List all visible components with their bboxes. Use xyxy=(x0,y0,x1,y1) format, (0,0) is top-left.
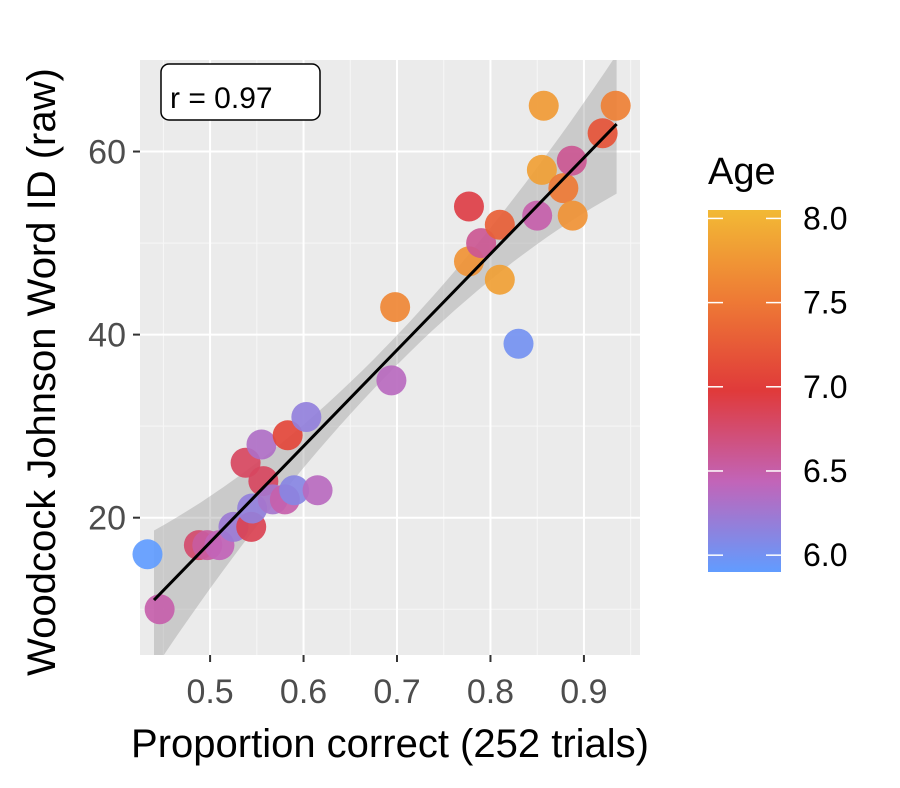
legend-title: Age xyxy=(708,151,776,193)
data-point xyxy=(600,90,631,121)
legend-colorbar xyxy=(708,210,781,572)
data-point xyxy=(132,539,163,570)
y-axis-ticks: 20 40 60 xyxy=(88,134,140,538)
minor-gridlines xyxy=(140,60,640,655)
x-tick-label: 0.7 xyxy=(373,673,420,711)
x-axis-ticks: 0.5 0.6 0.7 0.8 0.9 xyxy=(186,655,608,711)
data-point xyxy=(279,475,310,506)
x-tick-label: 0.5 xyxy=(186,673,233,711)
data-point xyxy=(503,328,534,359)
data-point xyxy=(246,429,277,460)
y-tick-label: 20 xyxy=(88,500,126,538)
data-point xyxy=(453,191,484,222)
legend-tick-label: 7.5 xyxy=(803,285,847,321)
data-point xyxy=(526,154,557,185)
legend-tick-label: 7.0 xyxy=(803,369,847,405)
regression-line xyxy=(152,123,618,602)
data-point xyxy=(376,365,407,396)
x-tick-label: 0.8 xyxy=(467,673,514,711)
data-point xyxy=(484,264,515,295)
regression-line-path xyxy=(152,123,618,602)
data-point xyxy=(528,90,559,121)
y-tick-label: 40 xyxy=(88,317,126,355)
x-tick-label: 0.9 xyxy=(560,673,607,711)
data-point xyxy=(484,209,515,240)
data-point xyxy=(557,200,588,231)
y-axis-title: Woodcock Johnson Word ID (raw) xyxy=(20,68,64,676)
correlation-annotation: r = 0.97 xyxy=(160,63,321,121)
data-point xyxy=(380,292,411,323)
legend-tick-label: 6.0 xyxy=(803,537,847,573)
annotation-box xyxy=(160,63,321,121)
data-point xyxy=(522,200,553,231)
y-tick-label: 60 xyxy=(88,134,126,172)
data-point xyxy=(144,594,175,625)
data-point xyxy=(587,118,618,149)
color-legend: Age 6.0 6.5 7.0 7.5 8.0 xyxy=(708,151,847,573)
x-axis-title: Proportion correct (252 trials) xyxy=(131,722,649,766)
data-point xyxy=(291,402,322,432)
data-point xyxy=(556,145,587,176)
data-point xyxy=(466,228,497,259)
x-tick-label: 0.6 xyxy=(280,673,327,711)
data-point xyxy=(272,420,303,451)
legend-tick-label: 8.0 xyxy=(803,200,847,236)
legend-ticks: 6.0 6.5 7.0 7.5 8.0 xyxy=(708,200,847,573)
data-points xyxy=(132,90,631,625)
legend-tick-label: 6.5 xyxy=(803,453,847,489)
annotation-text: r = 0.97 xyxy=(170,82,273,115)
data-point xyxy=(302,475,333,506)
data-point xyxy=(548,173,579,204)
